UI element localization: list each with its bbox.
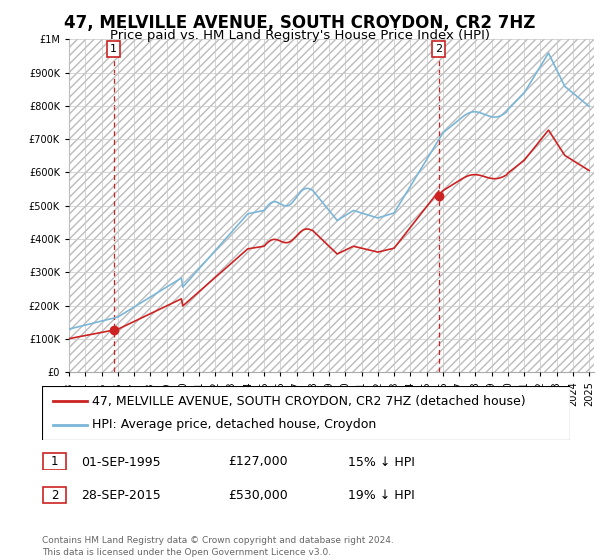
Text: 01-SEP-1995: 01-SEP-1995 bbox=[81, 455, 161, 469]
Text: Price paid vs. HM Land Registry's House Price Index (HPI): Price paid vs. HM Land Registry's House … bbox=[110, 29, 490, 42]
FancyBboxPatch shape bbox=[43, 454, 66, 469]
Text: 1: 1 bbox=[51, 455, 58, 468]
Text: 28-SEP-2015: 28-SEP-2015 bbox=[81, 489, 161, 502]
FancyBboxPatch shape bbox=[42, 386, 570, 440]
Text: 47, MELVILLE AVENUE, SOUTH CROYDON, CR2 7HZ: 47, MELVILLE AVENUE, SOUTH CROYDON, CR2 … bbox=[64, 14, 536, 32]
Text: £530,000: £530,000 bbox=[228, 489, 288, 502]
Text: 47, MELVILLE AVENUE, SOUTH CROYDON, CR2 7HZ (detached house): 47, MELVILLE AVENUE, SOUTH CROYDON, CR2 … bbox=[92, 395, 526, 408]
FancyBboxPatch shape bbox=[43, 487, 66, 503]
Text: 15% ↓ HPI: 15% ↓ HPI bbox=[348, 455, 415, 469]
Text: £127,000: £127,000 bbox=[228, 455, 287, 469]
Text: 2: 2 bbox=[51, 488, 58, 502]
Text: HPI: Average price, detached house, Croydon: HPI: Average price, detached house, Croy… bbox=[92, 418, 376, 431]
Text: 1: 1 bbox=[110, 44, 117, 54]
Text: 19% ↓ HPI: 19% ↓ HPI bbox=[348, 489, 415, 502]
Text: Contains HM Land Registry data © Crown copyright and database right 2024.
This d: Contains HM Land Registry data © Crown c… bbox=[42, 536, 394, 557]
Text: 2: 2 bbox=[435, 44, 442, 54]
